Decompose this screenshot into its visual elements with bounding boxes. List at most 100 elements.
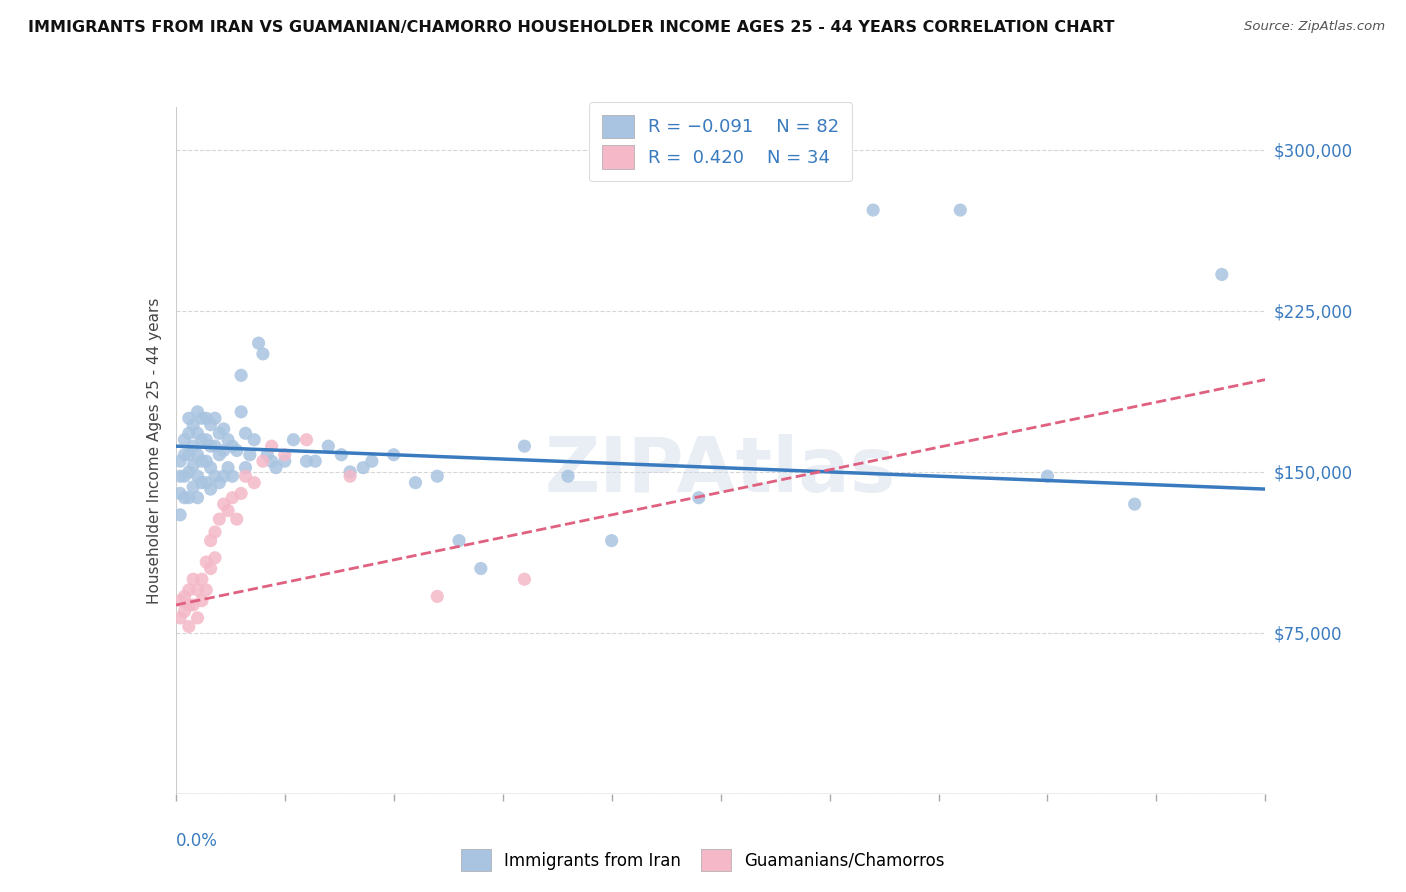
Point	[173, 469, 195, 483]
Point	[204, 411, 226, 425]
Y-axis label: Householder Income Ages 25 - 44 years: Householder Income Ages 25 - 44 years	[146, 297, 162, 604]
Legend: Immigrants from Iran, Guamanians/Chamorros: Immigrants from Iran, Guamanians/Chamorr…	[453, 841, 953, 880]
Point	[200, 460, 222, 475]
Point	[243, 433, 266, 447]
Point	[330, 448, 353, 462]
Point	[186, 448, 209, 462]
Point	[177, 491, 200, 505]
Point	[169, 454, 191, 468]
Point	[470, 561, 492, 575]
Point	[177, 582, 200, 597]
Point	[260, 439, 283, 453]
Point	[1123, 497, 1146, 511]
Point	[217, 433, 239, 447]
Point	[186, 469, 209, 483]
Point	[191, 433, 214, 447]
Point	[181, 417, 204, 432]
Point	[557, 469, 579, 483]
Point	[181, 598, 204, 612]
Point	[177, 465, 200, 479]
Point	[247, 336, 270, 351]
Point	[1211, 268, 1233, 282]
Point	[200, 417, 222, 432]
Point	[225, 512, 247, 526]
Point	[186, 491, 209, 505]
Point	[217, 503, 239, 517]
Point	[191, 454, 214, 468]
Point	[239, 448, 262, 462]
Point	[173, 491, 195, 505]
Point	[221, 439, 243, 453]
Point	[208, 448, 231, 462]
Point	[191, 593, 214, 607]
Point	[195, 433, 218, 447]
Legend: R = −0.091    N = 82, R =  0.420    N = 34: R = −0.091 N = 82, R = 0.420 N = 34	[589, 103, 852, 181]
Point	[208, 426, 231, 441]
Point	[186, 582, 209, 597]
Point	[339, 469, 361, 483]
Point	[173, 433, 195, 447]
Point	[447, 533, 470, 548]
Point	[274, 454, 297, 468]
Point	[195, 475, 218, 490]
Point	[295, 454, 318, 468]
Point	[231, 486, 253, 500]
Point	[339, 465, 361, 479]
Point	[264, 460, 287, 475]
Point	[169, 593, 191, 607]
Point	[195, 555, 218, 569]
Point	[295, 433, 318, 447]
Point	[283, 433, 305, 447]
Point	[173, 448, 195, 462]
Point	[181, 572, 204, 586]
Point	[235, 460, 257, 475]
Point	[382, 448, 405, 462]
Point	[360, 454, 382, 468]
Point	[949, 202, 972, 217]
Point	[181, 458, 204, 473]
Point	[200, 561, 222, 575]
Point	[252, 454, 274, 468]
Point	[173, 590, 195, 604]
Point	[221, 469, 243, 483]
Point	[191, 572, 214, 586]
Point	[200, 533, 222, 548]
Point	[200, 482, 222, 496]
Point	[256, 448, 278, 462]
Point	[181, 439, 204, 453]
Point	[191, 475, 214, 490]
Point	[186, 611, 209, 625]
Point	[426, 590, 449, 604]
Text: 0.0%: 0.0%	[176, 831, 218, 850]
Point	[304, 454, 326, 468]
Point	[352, 460, 374, 475]
Point	[204, 469, 226, 483]
Point	[862, 202, 884, 217]
Point	[688, 491, 710, 505]
Point	[235, 469, 257, 483]
Point	[191, 411, 214, 425]
Point	[208, 512, 231, 526]
Point	[186, 405, 209, 419]
Point	[405, 475, 427, 490]
Point	[177, 619, 200, 633]
Point	[169, 508, 191, 522]
Point	[318, 439, 340, 453]
Point	[252, 347, 274, 361]
Point	[221, 491, 243, 505]
Point	[208, 475, 231, 490]
Point	[173, 604, 195, 618]
Point	[600, 533, 623, 548]
Point	[426, 469, 449, 483]
Text: ZIPAtlas: ZIPAtlas	[546, 434, 896, 508]
Point	[513, 439, 536, 453]
Point	[204, 524, 226, 539]
Point	[177, 598, 200, 612]
Point	[212, 497, 235, 511]
Point	[195, 411, 218, 425]
Point	[177, 448, 200, 462]
Point	[231, 405, 253, 419]
Point	[235, 426, 257, 441]
Point	[217, 460, 239, 475]
Point	[186, 426, 209, 441]
